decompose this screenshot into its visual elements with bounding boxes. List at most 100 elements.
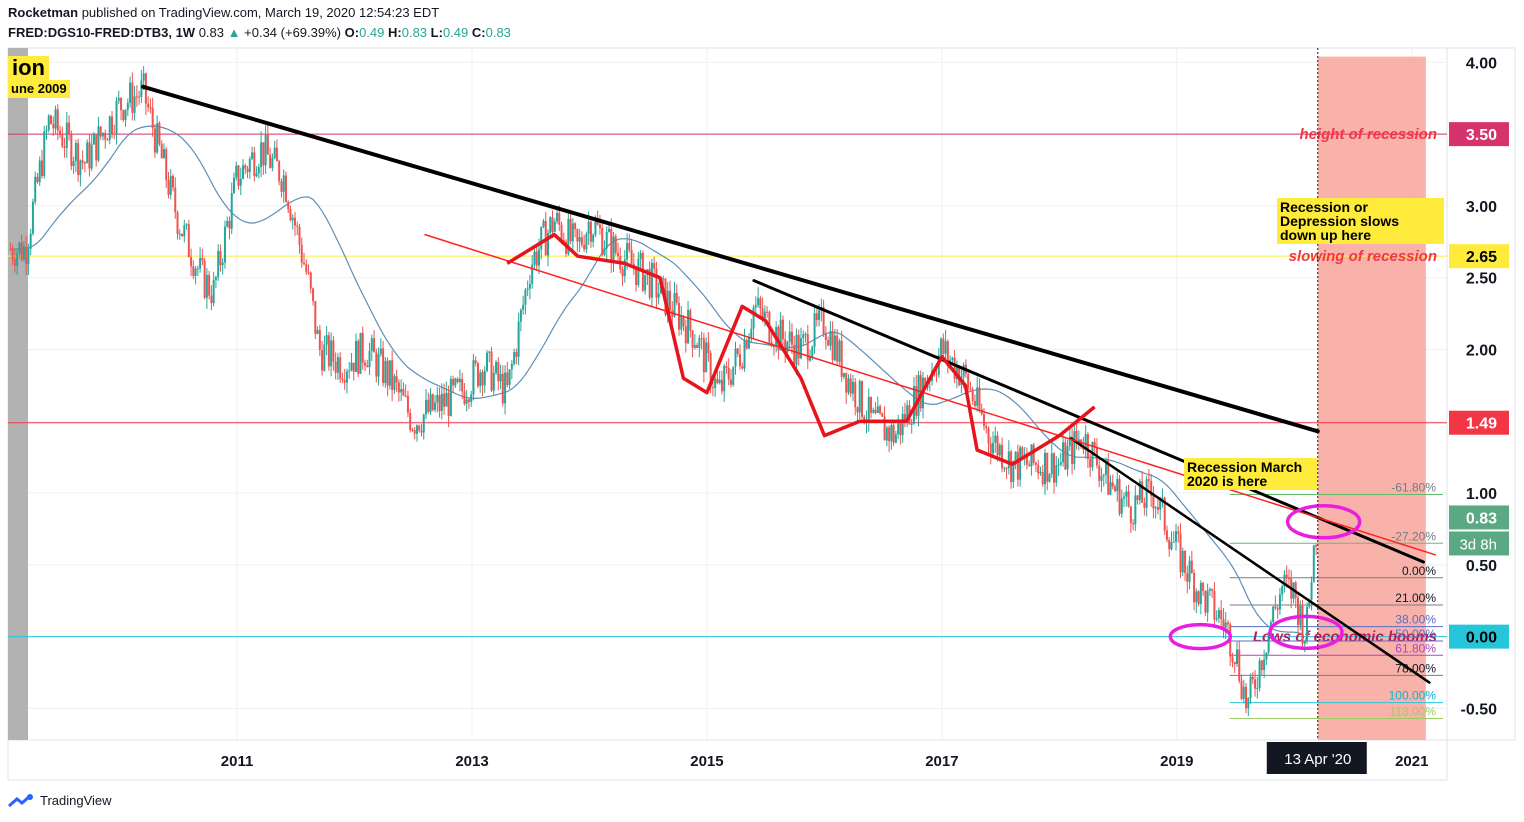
candle-body bbox=[443, 393, 446, 407]
fib-label: 61.80% bbox=[1395, 641, 1436, 655]
candle-body bbox=[370, 338, 373, 351]
candle-body bbox=[291, 217, 294, 221]
candle-body bbox=[334, 361, 337, 373]
footer-brand[interactable]: TradingView bbox=[40, 793, 112, 808]
candle-body bbox=[36, 176, 39, 183]
candle-body bbox=[924, 377, 927, 388]
candle-body bbox=[223, 226, 226, 263]
candle-body bbox=[700, 338, 703, 340]
candle-body bbox=[1287, 578, 1290, 580]
candle-body bbox=[528, 283, 531, 289]
candle-body bbox=[1014, 451, 1017, 461]
candle-body bbox=[546, 232, 549, 256]
candle-body bbox=[167, 180, 170, 195]
candle-body bbox=[1163, 497, 1166, 531]
candle-body bbox=[336, 357, 339, 373]
x-tick-label: 2013 bbox=[455, 753, 488, 770]
price-axis[interactable] bbox=[1446, 47, 1516, 741]
author-name[interactable]: Rocketman bbox=[8, 5, 79, 20]
candle-body bbox=[413, 430, 416, 434]
candle-body bbox=[1100, 476, 1103, 481]
candle-body bbox=[1224, 622, 1227, 628]
candle-body bbox=[83, 162, 86, 164]
candle-body bbox=[199, 257, 202, 269]
candle-body bbox=[1093, 442, 1096, 448]
candle-body bbox=[781, 319, 784, 340]
candle-body bbox=[72, 161, 75, 167]
candle-body bbox=[1109, 482, 1112, 495]
candle-body bbox=[384, 360, 387, 384]
candle-body bbox=[517, 321, 520, 357]
level-annotation: height of recession bbox=[1299, 126, 1437, 143]
candle-body bbox=[818, 310, 821, 321]
candle-body bbox=[626, 242, 629, 260]
candle-body bbox=[418, 425, 421, 431]
time-axis[interactable] bbox=[7, 739, 1448, 781]
candle-body bbox=[854, 381, 857, 408]
fib-label: 100.00% bbox=[1389, 689, 1437, 703]
candle-body bbox=[754, 305, 757, 308]
candle-body bbox=[639, 252, 642, 259]
price-tag-149: 1.49 bbox=[1466, 416, 1497, 433]
candle-body bbox=[1281, 586, 1284, 595]
candle-body bbox=[666, 290, 669, 315]
footer: TradingView bbox=[8, 793, 112, 808]
candle-body bbox=[910, 423, 913, 425]
candle-body bbox=[314, 301, 317, 334]
candle-body bbox=[519, 309, 522, 322]
candle-body bbox=[885, 427, 888, 441]
symbol-label[interactable]: FRED:DGS10-FRED:DTB3, 1W bbox=[8, 25, 196, 40]
candle-body bbox=[802, 334, 805, 339]
candle-body bbox=[662, 278, 665, 280]
candle-body bbox=[379, 348, 382, 355]
candle-body bbox=[422, 414, 425, 433]
candle-body bbox=[345, 371, 348, 383]
candle-body bbox=[574, 223, 577, 230]
candle-body bbox=[391, 360, 394, 390]
candle-body bbox=[393, 376, 396, 390]
candle-body bbox=[490, 351, 493, 391]
candle-body bbox=[1285, 574, 1288, 579]
candle-body bbox=[497, 361, 500, 382]
x-tick-label: 2011 bbox=[221, 753, 254, 770]
candle-body bbox=[323, 344, 326, 371]
previous-recession-shade bbox=[8, 48, 28, 740]
candle-body bbox=[978, 387, 981, 410]
candle-body bbox=[501, 373, 504, 404]
candle-body bbox=[1075, 431, 1078, 442]
candle-body bbox=[153, 128, 156, 153]
highlight-circle-top bbox=[1285, 504, 1362, 540]
candle-body bbox=[1258, 660, 1261, 688]
price-tag-265: 2.65 bbox=[1466, 249, 1497, 266]
candle-body bbox=[585, 233, 588, 250]
candle-body bbox=[621, 269, 624, 277]
candle-body bbox=[863, 416, 866, 423]
candle-body bbox=[1102, 474, 1105, 477]
y-tick-label: 2.00 bbox=[1466, 342, 1497, 359]
candle-body bbox=[50, 115, 53, 125]
candle-body bbox=[1226, 622, 1229, 625]
candle-body bbox=[420, 430, 423, 433]
y-tick-label: -0.50 bbox=[1461, 701, 1498, 718]
candle-body bbox=[1098, 465, 1101, 481]
candle-body bbox=[203, 260, 206, 298]
candle-body bbox=[1034, 462, 1037, 465]
candle-body bbox=[38, 160, 41, 183]
candle-body bbox=[56, 109, 59, 131]
y-tick-label: 4.00 bbox=[1466, 55, 1497, 72]
candle-body bbox=[560, 224, 563, 240]
candle-body bbox=[827, 340, 830, 346]
candle-body bbox=[406, 395, 409, 413]
chart-header-author: Rocketman published on TradingView.com, … bbox=[8, 5, 439, 20]
high-label: H: bbox=[388, 25, 402, 40]
candle-body bbox=[11, 249, 14, 260]
candle-body bbox=[1143, 502, 1146, 508]
candle-body bbox=[339, 357, 342, 379]
candle-body bbox=[151, 107, 154, 129]
candle-body bbox=[122, 110, 125, 120]
candle-body bbox=[897, 422, 900, 435]
candle-body bbox=[718, 379, 721, 384]
candle-body bbox=[1310, 582, 1313, 600]
candle-body bbox=[176, 212, 179, 234]
